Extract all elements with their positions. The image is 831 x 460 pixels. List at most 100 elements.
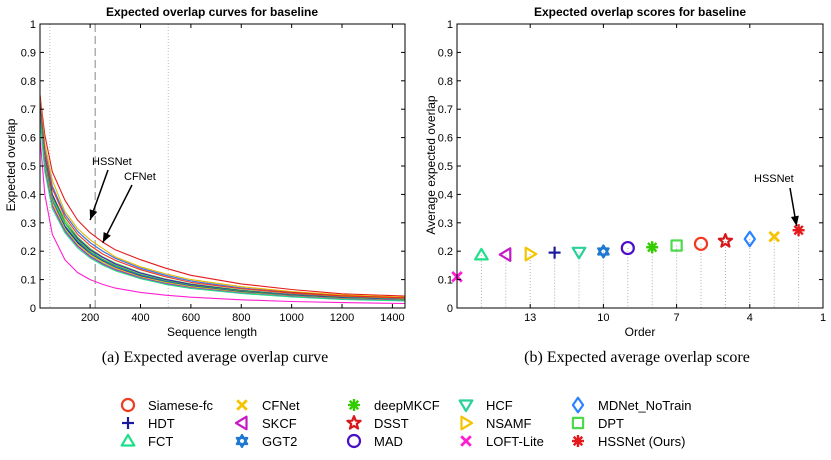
score-marker-hssnet-ours- — [792, 224, 805, 237]
x-tick-label: 1000 — [279, 312, 303, 324]
legend-item: FCT — [120, 433, 173, 449]
left-plot-frame — [39, 23, 406, 309]
y-tick-label: 0.7 — [21, 104, 36, 116]
score-marker-cfnet — [768, 230, 780, 243]
legend-label: HCF — [486, 398, 513, 413]
x-tick-label: 1200 — [330, 312, 354, 324]
legend-marker-hexagram — [235, 433, 249, 449]
legend-item: HCF — [458, 398, 513, 413]
legend-marker-triangle-left — [234, 415, 248, 431]
legend-label: GGT2 — [262, 434, 297, 449]
legend-label: HSSNet (Ours) — [598, 434, 685, 449]
y-tick-label: 1 — [447, 19, 453, 31]
caption-a: (a) Expected average overlap curve — [102, 349, 329, 366]
x-tick-label: 1 — [820, 312, 826, 324]
legend-label: HDT — [148, 416, 175, 431]
legend-item: SKCF — [234, 415, 297, 431]
legend-marker-asterisk — [348, 399, 360, 411]
annotation-hssnet: HSSNet — [754, 173, 794, 185]
score-marker-deepmkcf — [646, 241, 659, 254]
y-tick-label: 0.1 — [21, 275, 36, 287]
series-line-cfnet — [39, 97, 406, 298]
legend-label: MDNet_NoTrain — [598, 398, 691, 413]
expected-overlap-curve-chart: Expected overlap curves for baseline HSS… — [4, 5, 406, 339]
legend-marker-triangle-up — [120, 433, 136, 447]
y-tick-label: 0.8 — [438, 76, 453, 88]
legend-label: CFNet — [262, 398, 300, 413]
legend-marker-square — [571, 416, 585, 430]
left-chart-title: Expected overlap curves for baseline — [106, 5, 318, 19]
legend-marker-circle — [120, 397, 136, 413]
x-tick-label: 200 — [81, 312, 99, 324]
legend-marker-x — [236, 399, 248, 411]
y-tick-label: 0.4 — [438, 189, 453, 201]
annotation-cfnet: CFNet — [124, 171, 156, 183]
legend-marker-star — [346, 415, 362, 430]
y-tick-label: 0.5 — [438, 161, 453, 173]
left-y-axis-label: Expected overlap — [4, 118, 18, 211]
y-tick-label: 0.9 — [21, 47, 36, 59]
y-tick-label: 0 — [447, 303, 453, 315]
legend-item: NSAMF — [460, 415, 532, 431]
legend-label: FCT — [148, 434, 173, 449]
legend-item: DSST — [346, 415, 409, 431]
legend-label: deepMKCF — [374, 398, 440, 413]
annotation-arrow-hssnet — [89, 169, 109, 221]
score-marker-siamese-fc — [693, 236, 709, 251]
legend-marker-circle — [346, 433, 362, 449]
legend-item: MDNet_NoTrain — [571, 396, 691, 414]
x-tick-label: 7 — [674, 312, 680, 324]
x-tick-label: 800 — [232, 312, 250, 324]
score-marker-mad — [620, 240, 635, 256]
y-tick-label: 0 — [30, 303, 36, 315]
legend-item: HSSNet (Ours) — [572, 434, 685, 449]
right-plot-frame — [456, 23, 824, 309]
right-grid — [456, 230, 800, 308]
legend-marker-triangle-down — [458, 399, 474, 413]
x-tick-label: 400 — [131, 312, 149, 324]
series-line-siamese-fc — [39, 103, 406, 299]
legend-label: MAD — [374, 434, 403, 449]
y-tick-label: 0.6 — [438, 133, 453, 145]
legend-item: HDT — [122, 416, 175, 431]
y-tick-label: 0.7 — [438, 104, 453, 116]
series-line-loft-lite — [39, 137, 406, 305]
y-tick-label: 0.5 — [21, 161, 36, 173]
x-tick-label: 1400 — [380, 312, 404, 324]
score-marker-skcf — [498, 247, 512, 263]
caption-b: (b) Expected average overlap score — [524, 349, 750, 366]
x-tick-label: 4 — [747, 312, 753, 324]
y-tick-label: 0.2 — [21, 246, 36, 258]
annotation-arrow-hssnet — [789, 187, 799, 227]
y-tick-label: 0.2 — [438, 246, 453, 258]
legend-item: deepMKCF — [348, 398, 440, 413]
series-line-hssnet-ours- — [39, 94, 406, 297]
left-x-axis-label: Sequence length — [167, 325, 257, 339]
y-tick-label: 0.6 — [21, 133, 36, 145]
right-ticks: 13 10 7 4 100.10.20.30.40.50.60.70.80.91 — [438, 19, 826, 324]
right-score-markers — [451, 224, 805, 283]
legend-label: NSAMF — [486, 416, 532, 431]
legend-item: MAD — [346, 433, 403, 449]
legend-item: Siamese-fc — [120, 397, 214, 413]
legend-label: DPT — [598, 416, 624, 431]
left-series-lines — [39, 94, 406, 305]
y-tick-label: 0.3 — [438, 218, 453, 230]
score-marker-ggt2 — [597, 244, 610, 259]
legend-label: LOFT-Lite — [486, 434, 544, 449]
legend-label: DSST — [374, 416, 409, 431]
score-marker-hdt — [548, 246, 561, 259]
legend-marker-x — [460, 435, 472, 447]
y-tick-label: 0.9 — [438, 47, 453, 59]
right-chart-title: Expected overlap scores for baseline — [534, 5, 746, 19]
legend-item: DPT — [571, 416, 624, 431]
left-annotations: HSSNet CFNet — [89, 156, 156, 244]
annotation-hssnet: HSSNet — [92, 156, 132, 168]
annotation-arrow-cfnet — [102, 184, 133, 244]
legend-marker-triangle-right — [460, 415, 474, 431]
right-y-axis-label: Average expected overlap — [424, 95, 438, 235]
score-marker-dpt — [670, 239, 683, 252]
legend-marker-plus — [122, 417, 134, 429]
right-x-axis-label: Order — [625, 325, 656, 339]
